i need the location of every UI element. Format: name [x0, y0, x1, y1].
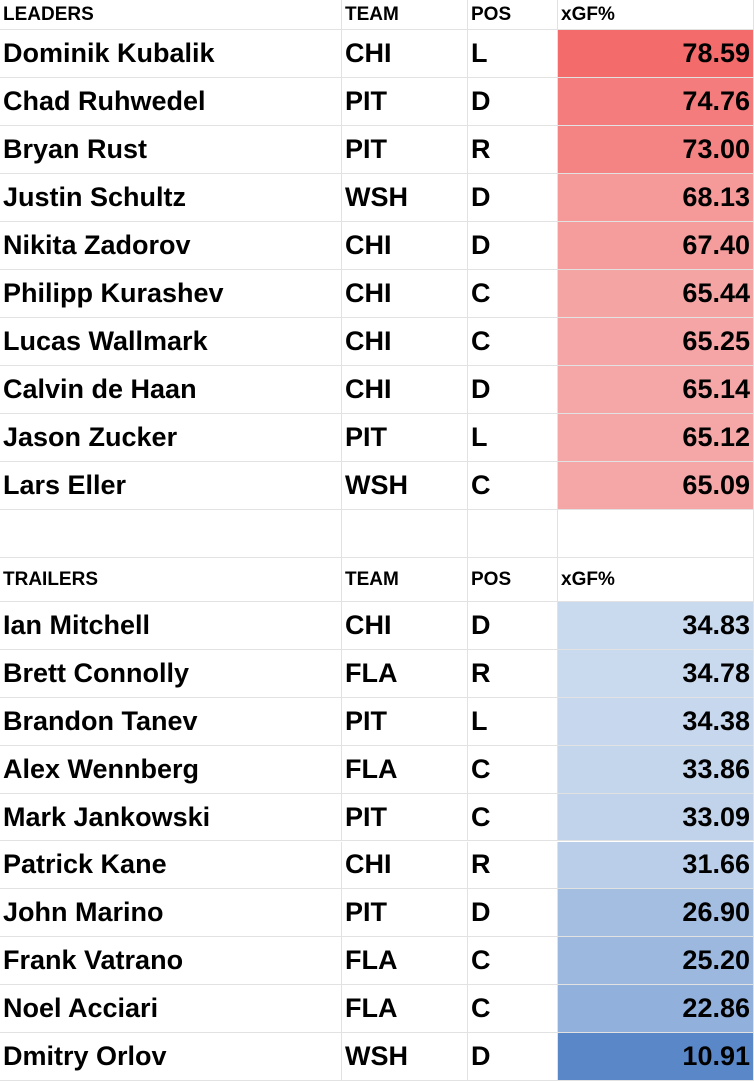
empty-cell [0, 510, 342, 558]
xgf-value: 65.09 [558, 462, 754, 510]
position: D [468, 602, 558, 650]
xgf-value: 65.25 [558, 318, 754, 366]
xgf-value: 65.44 [558, 270, 754, 318]
position: C [468, 318, 558, 366]
team: PIT [342, 697, 468, 746]
team: FLA [342, 937, 468, 986]
team: WSH [342, 174, 468, 222]
position: D [468, 366, 558, 414]
team: FLA [342, 745, 468, 794]
empty-cell [558, 510, 754, 558]
xgf-value: 65.14 [558, 366, 754, 414]
xgf-value: 68.13 [558, 174, 754, 222]
xgf-value: 25.20 [558, 937, 754, 986]
empty-cell [468, 510, 558, 558]
xgf-value: 26.90 [558, 889, 754, 938]
header-cell: xGF% [558, 0, 754, 30]
xgf-value: 65.12 [558, 414, 754, 462]
player: Frank Vatrano [0, 937, 342, 986]
team: FLA [342, 649, 468, 698]
player: Dominik Kubalik [0, 30, 342, 78]
team: WSH [342, 1033, 468, 1081]
team: CHI [342, 222, 468, 270]
position: R [468, 649, 558, 698]
team: FLA [342, 985, 468, 1034]
player: Brandon Tanev [0, 697, 342, 746]
position: C [468, 937, 558, 986]
team: PIT [342, 889, 468, 938]
team: CHI [342, 841, 468, 890]
position: D [468, 222, 558, 270]
position: D [468, 174, 558, 222]
player: Lucas Wallmark [0, 318, 342, 366]
player: Lars Eller [0, 462, 342, 510]
xgf-value: 31.66 [558, 841, 754, 890]
xgf-value: 78.59 [558, 30, 754, 78]
position: R [468, 841, 558, 890]
xgf-value: 33.86 [558, 745, 754, 794]
position: C [468, 745, 558, 794]
player: Brett Connolly [0, 649, 342, 698]
position: D [468, 889, 558, 938]
header-cell: LEADERS [0, 0, 342, 30]
team: PIT [342, 78, 468, 126]
xgf-value: 73.00 [558, 126, 754, 174]
team: WSH [342, 462, 468, 510]
position: L [468, 697, 558, 746]
player: Patrick Kane [0, 841, 342, 890]
position: C [468, 793, 558, 842]
team: CHI [342, 318, 468, 366]
header-cell: POS [468, 0, 558, 30]
position: L [468, 30, 558, 78]
player: Justin Schultz [0, 174, 342, 222]
header-cell: POS [468, 558, 558, 602]
header-cell: TRAILERS [0, 558, 342, 602]
player: Ian Mitchell [0, 602, 342, 650]
header-cell: xGF% [558, 558, 754, 602]
header-cell: TEAM [342, 558, 468, 602]
team: CHI [342, 30, 468, 78]
player: Jason Zucker [0, 414, 342, 462]
team: PIT [342, 414, 468, 462]
position: C [468, 270, 558, 318]
player: Calvin de Haan [0, 366, 342, 414]
player: Dmitry Orlov [0, 1033, 342, 1081]
position: L [468, 414, 558, 462]
position: D [468, 78, 558, 126]
player: Nikita Zadorov [0, 222, 342, 270]
header-cell: TEAM [342, 0, 468, 30]
player: Noel Acciari [0, 985, 342, 1034]
player: Alex Wennberg [0, 745, 342, 794]
team: CHI [342, 366, 468, 414]
position: R [468, 126, 558, 174]
player: Chad Ruhwedel [0, 78, 342, 126]
position: D [468, 1033, 558, 1081]
player: Bryan Rust [0, 126, 342, 174]
position: C [468, 462, 558, 510]
player: Philipp Kurashev [0, 270, 342, 318]
xgf-value: 34.83 [558, 602, 754, 650]
team: PIT [342, 793, 468, 842]
player: John Marino [0, 889, 342, 938]
xgf-value: 34.38 [558, 697, 754, 746]
xgf-value: 10.91 [558, 1033, 754, 1081]
empty-cell [342, 510, 468, 558]
team: CHI [342, 602, 468, 650]
team: PIT [342, 126, 468, 174]
xgf-value: 34.78 [558, 649, 754, 698]
player: Mark Jankowski [0, 793, 342, 842]
team: CHI [342, 270, 468, 318]
xgf-value: 67.40 [558, 222, 754, 270]
xgf-value: 22.86 [558, 985, 754, 1034]
xgf-value: 33.09 [558, 793, 754, 842]
position: C [468, 985, 558, 1034]
xgf-value: 74.76 [558, 78, 754, 126]
